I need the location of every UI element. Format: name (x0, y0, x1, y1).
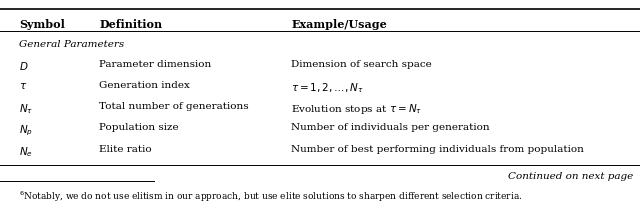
Text: Number of individuals per generation: Number of individuals per generation (291, 123, 490, 132)
Text: Continued on next page: Continued on next page (508, 172, 634, 181)
Text: Total number of generations: Total number of generations (99, 102, 249, 111)
Text: Example/Usage: Example/Usage (291, 19, 387, 30)
Text: Symbol: Symbol (19, 19, 65, 30)
Text: $\tau = 1, 2, \ldots, N_{\tau}$: $\tau = 1, 2, \ldots, N_{\tau}$ (291, 81, 364, 95)
Text: Evolution stops at $\tau = N_{\tau}$: Evolution stops at $\tau = N_{\tau}$ (291, 102, 422, 116)
Text: Elite ratio: Elite ratio (99, 145, 152, 155)
Text: $N_{e}$: $N_{e}$ (19, 145, 33, 159)
Text: Population size: Population size (99, 123, 179, 132)
Text: Parameter dimension: Parameter dimension (99, 60, 211, 69)
Text: Definition: Definition (99, 19, 163, 30)
Text: General Parameters: General Parameters (19, 40, 124, 49)
Text: $N_{\tau}$: $N_{\tau}$ (19, 102, 33, 116)
Text: Number of best performing individuals from population: Number of best performing individuals fr… (291, 145, 584, 155)
Text: $N_{p}$: $N_{p}$ (19, 123, 33, 138)
Text: $D$: $D$ (19, 60, 29, 72)
Text: $\tau$: $\tau$ (19, 81, 28, 91)
Text: Generation index: Generation index (99, 81, 190, 90)
Text: $^{6}$Notably, we do not use elitism in our approach, but use elite solutions to: $^{6}$Notably, we do not use elitism in … (19, 190, 523, 202)
Text: Dimension of search space: Dimension of search space (291, 60, 432, 69)
